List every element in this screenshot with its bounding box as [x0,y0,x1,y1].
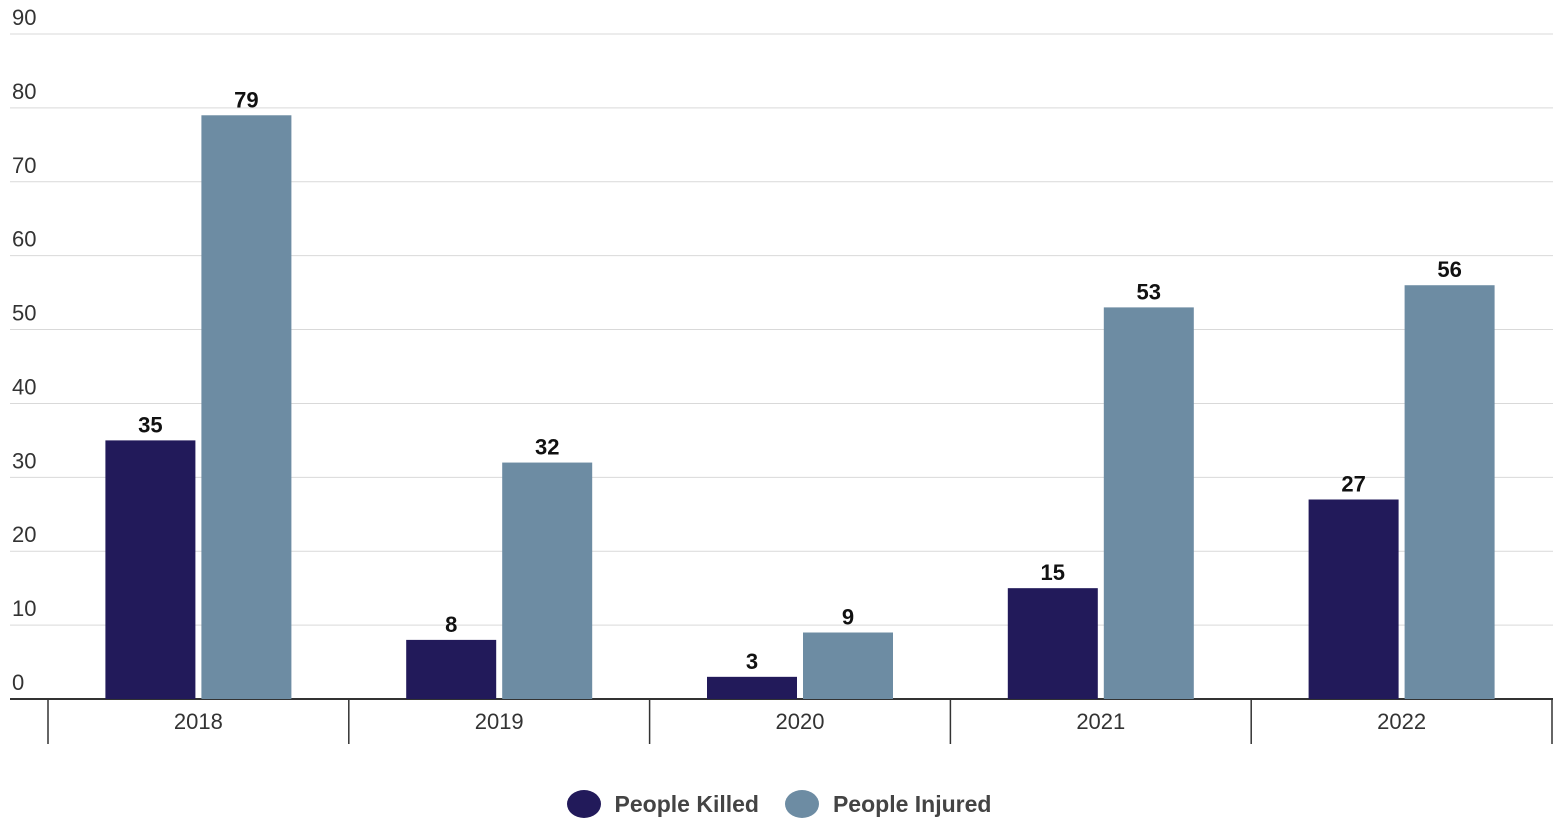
bar-injured [803,632,893,699]
bar-chart: 0 10 20 30 40 50 60 70 80 90 2018 35 79 2019 8 32 2020 3 9… [10,5,1553,744]
data-label: 9 [842,605,854,630]
data-label: 3 [746,649,758,674]
x-tick-label: 2021 [1076,709,1125,734]
y-tick-label: 90 [12,5,36,30]
y-tick-label: 40 [12,374,36,399]
y-tick-label: 10 [12,596,36,621]
legend-item-injured[interactable]: People Injured [784,790,992,818]
bar-killed [1007,588,1098,699]
bar-killed [707,676,797,699]
bar-injured [502,462,593,699]
x-tick-label: 2019 [475,709,524,734]
bar-injured [1404,285,1495,699]
data-label: 79 [234,87,258,112]
legend-swatch-injured [784,790,819,818]
legend-item-killed[interactable]: People Killed [566,790,759,818]
data-label: 35 [138,412,162,437]
legend: People Killed People Injured [0,786,1558,822]
data-label: 27 [1341,472,1365,497]
x-tick-label: 2018 [174,709,223,734]
legend-label-killed: People Killed [614,790,759,817]
x-tick-label: 2020 [776,709,825,734]
legend-label-injured: People Injured [832,790,992,817]
x-tick-label: 2022 [1377,709,1426,734]
legend-swatch-killed [566,790,601,818]
y-tick-label: 30 [12,448,36,473]
data-label: 53 [1137,279,1161,304]
y-tick-label: 70 [12,153,36,178]
y-tick-label: 60 [12,227,36,252]
y-tick-label: 20 [12,522,36,547]
data-label: 32 [535,435,559,460]
y-tick-label: 80 [12,79,36,104]
bar-killed [1308,499,1399,699]
data-label: 56 [1437,257,1461,282]
bar-injured [201,115,292,700]
bar-injured [1103,307,1194,699]
y-tick-label: 0 [12,670,24,695]
data-label: 8 [445,612,457,637]
y-tick-label: 50 [12,301,36,326]
data-label: 15 [1041,560,1065,585]
bar-killed [406,639,497,699]
bar-killed [105,440,196,699]
